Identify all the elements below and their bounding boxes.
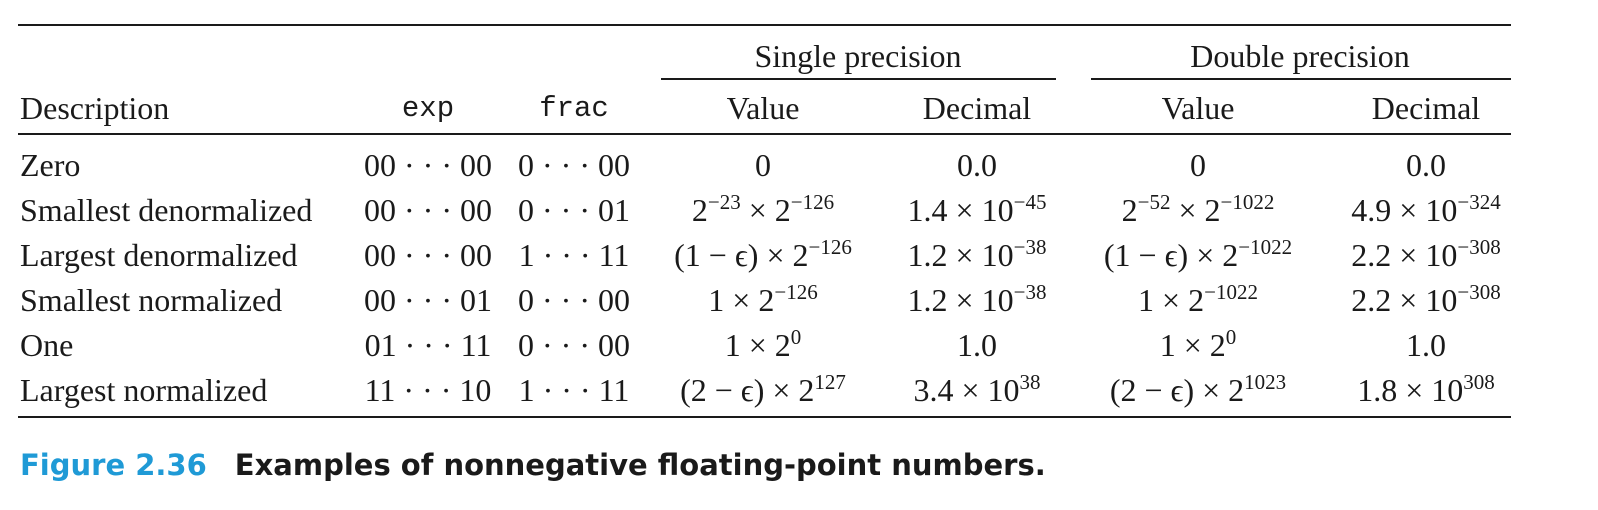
dp-value-header: Value [1161, 90, 1235, 126]
row-frac: 0 · · · 00 [518, 147, 630, 183]
double-precision-header: Double precision [1190, 38, 1410, 74]
row-dp-decimal: 2.2 × 10−308 [1351, 279, 1501, 318]
row-exp: 00 · · · 01 [364, 282, 492, 318]
row-dp-value: (1 − ϵ) × 2−1022 [1103, 234, 1293, 273]
sp-value-header: Value [726, 90, 800, 126]
row-sp-decimal: 1.0 [957, 327, 997, 363]
dp-decimal-header: Decimal [1371, 90, 1481, 126]
frac-header: frac [539, 92, 609, 125]
row-description: Smallest normalized [20, 282, 283, 318]
row-description: Zero [20, 147, 81, 183]
top-rule [18, 24, 1511, 26]
row-frac: 1 · · · 11 [518, 237, 630, 273]
row-sp-value: (1 − ϵ) × 2−126 [674, 234, 852, 273]
row-exp: 00 · · · 00 [364, 192, 492, 228]
row-description: Largest normalized [20, 372, 268, 408]
row-sp-decimal: 3.4 × 1038 [913, 369, 1041, 408]
row-frac: 1 · · · 11 [518, 372, 630, 408]
single-precision-underline [661, 78, 1056, 80]
row-dp-value: (2 − ϵ) × 21023 [1109, 369, 1287, 408]
row-dp-decimal: 0.0 [1406, 147, 1446, 183]
bottom-rule [18, 416, 1511, 418]
row-frac: 0 · · · 00 [518, 327, 630, 363]
row-dp-value: 2−52 × 2−1022 [1121, 189, 1275, 228]
sp-decimal-header: Decimal [922, 90, 1032, 126]
figure-caption: Figure 2.36 Examples of nonnegative float… [20, 448, 1046, 482]
row-description: Smallest denormalized [20, 192, 313, 228]
row-sp-decimal: 1.2 × 10−38 [907, 234, 1047, 273]
caption-text: Examples of nonnegative floating-point n… [234, 448, 1046, 482]
row-frac: 0 · · · 01 [518, 192, 630, 228]
description-header: Description [20, 90, 170, 126]
row-sp-value: 0 [755, 147, 771, 183]
row-dp-decimal: 1.0 [1406, 327, 1446, 363]
row-sp-decimal: 1.2 × 10−38 [907, 279, 1047, 318]
row-exp: 01 · · · 11 [364, 327, 492, 363]
row-sp-value: 1 × 20 [724, 324, 802, 363]
row-exp: 00 · · · 00 [364, 147, 492, 183]
double-precision-underline [1091, 78, 1511, 80]
row-dp-decimal: 2.2 × 10−308 [1351, 234, 1501, 273]
single-precision-header: Single precision [754, 38, 962, 74]
figure-number: Figure 2.36 [20, 448, 207, 482]
row-dp-value: 0 [1190, 147, 1206, 183]
row-sp-value: 2−23 × 2−126 [691, 189, 835, 228]
row-sp-value: (2 − ϵ) × 2127 [680, 369, 846, 408]
row-dp-decimal: 4.9 × 10−324 [1351, 189, 1501, 228]
row-dp-value: 1 × 20 [1159, 324, 1237, 363]
row-dp-decimal: 1.8 × 10308 [1357, 369, 1495, 408]
exp-header: exp [401, 92, 455, 125]
row-dp-value: 1 × 2−1022 [1138, 279, 1258, 318]
row-exp: 00 · · · 00 [364, 237, 492, 273]
row-description: One [20, 327, 74, 363]
row-exp: 11 · · · 10 [364, 372, 492, 408]
row-frac: 0 · · · 00 [518, 282, 630, 318]
header-rule [18, 133, 1511, 135]
row-sp-value: 1 × 2−126 [708, 279, 818, 318]
row-sp-decimal: 0.0 [957, 147, 997, 183]
row-sp-decimal: 1.4 × 10−45 [907, 189, 1047, 228]
row-description: Largest denormalized [20, 237, 298, 273]
